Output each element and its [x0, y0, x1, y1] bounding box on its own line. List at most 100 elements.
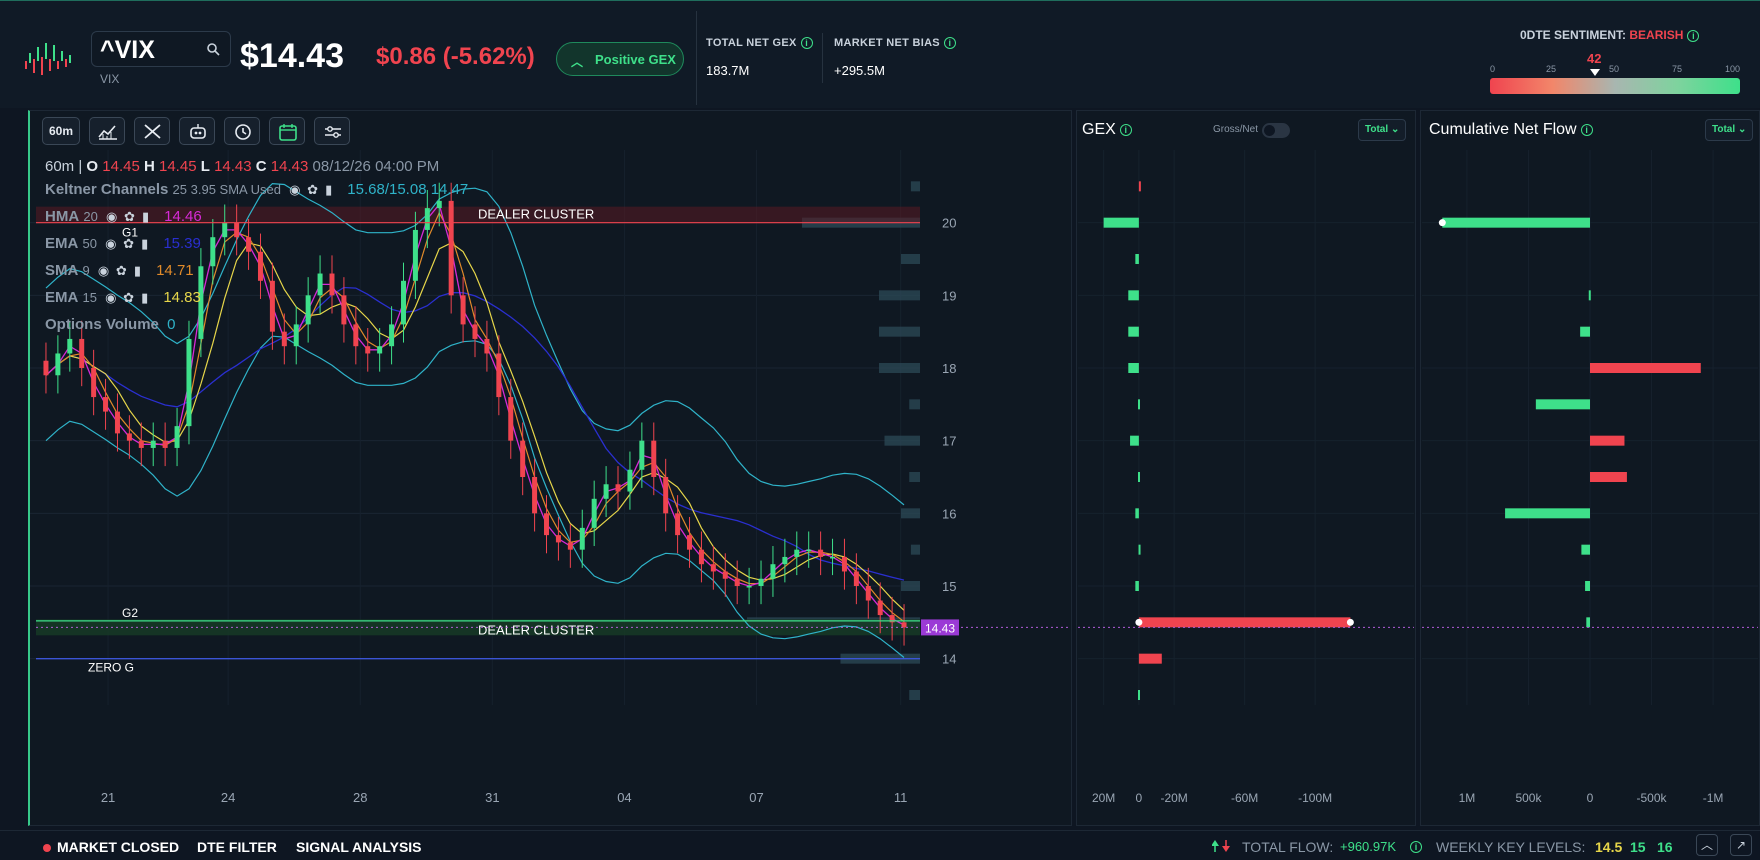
g2-label: G2 — [122, 606, 138, 620]
dealer-cluster-label: DEALER CLUSTER — [478, 207, 594, 222]
info-icon[interactable]: i — [1580, 123, 1593, 136]
flow-dropdown-value: Total — [1712, 124, 1736, 135]
eye-icon[interactable]: ◉ — [105, 236, 117, 251]
calendar-button[interactable] — [269, 117, 305, 145]
gross-net-toggle[interactable] — [1262, 123, 1290, 138]
candle-body — [746, 586, 752, 588]
info-icon[interactable]: i — [1687, 29, 1700, 42]
legend-close-label: C — [255, 158, 267, 175]
signal-analysis-button[interactable]: SIGNAL ANALYSIS — [296, 839, 422, 855]
drawing-tools-button[interactable] — [134, 117, 170, 145]
logo-icon — [25, 43, 71, 75]
replay-button[interactable] — [224, 117, 260, 145]
gex-bar — [1137, 472, 1140, 482]
hma-legend[interactable]: HMA 20 ◉ ✿ ▮ 14.46 — [45, 208, 202, 225]
gear-icon[interactable]: ✿ — [123, 290, 135, 305]
options-volume-legend[interactable]: Options Volume 0 — [45, 316, 175, 333]
info-icon[interactable]: i — [943, 37, 956, 50]
candle-body — [79, 338, 85, 368]
x-tick-label: 28 — [353, 790, 367, 805]
flow-bar — [1505, 508, 1590, 519]
eye-icon[interactable]: ◉ — [105, 209, 118, 224]
gex-total-dropdown[interactable]: Total ⌄ — [1358, 119, 1407, 141]
y-tick-label: 14 — [942, 652, 956, 667]
flow-total-dropdown[interactable]: Total ⌄ — [1705, 119, 1754, 141]
candle-body — [448, 200, 454, 296]
cumulative-net-flow-chart[interactable]: 1M 500k 0 -500k -1M — [1422, 150, 1758, 822]
x-tick-label: 21 — [101, 790, 115, 805]
gex-bar — [1128, 363, 1139, 373]
candle-body — [257, 251, 263, 281]
gex-bar — [1137, 690, 1140, 700]
x-tick-label: 1M — [1459, 791, 1476, 805]
candle-body — [794, 549, 800, 557]
trash-icon[interactable]: ▮ — [141, 236, 149, 251]
candle-body — [520, 440, 526, 477]
eye-icon[interactable]: ◉ — [105, 290, 117, 305]
eye-icon[interactable]: ◉ — [289, 182, 301, 197]
info-icon[interactable]: i — [800, 37, 813, 50]
gear-icon[interactable]: ✿ — [115, 263, 127, 278]
volume-profile-bar — [879, 290, 920, 301]
gex-bar — [1138, 181, 1141, 192]
gex-bar — [1130, 435, 1139, 446]
keltner-legend[interactable]: Keltner Channels 25 3.95 SMA Used ◉ ✿ ▮ 15… — [45, 181, 468, 198]
popout-button[interactable]: ↗ — [1730, 834, 1752, 856]
legend-datetime: 08/12/26 04:00 PM — [312, 158, 440, 175]
last-price-tag — [921, 619, 959, 636]
sma9-value: 14.71 — [156, 262, 194, 279]
sma9-label: SMA — [45, 262, 79, 279]
ticker-symbol[interactable]: ^VIX — [100, 36, 155, 64]
legend-high-value: 14.45 — [159, 158, 197, 175]
info-icon[interactable]: i — [1119, 123, 1132, 136]
ohlc-legend: 60m | O 14.45 H 14.45 L 14.43 C 14.43 08… — [45, 158, 439, 175]
market-status: MARKET CLOSED — [57, 839, 180, 855]
positive-gex-button[interactable]: ︿ Positive GEX — [556, 42, 684, 76]
volume-profile-bar — [901, 254, 920, 264]
candle-body — [55, 353, 61, 376]
chart-type-button[interactable] — [89, 117, 125, 145]
candle-body — [400, 280, 406, 325]
price-chart[interactable]: DEALER CLUSTER DEALER CLUSTER G2 G1 ZERO G 14… — [30, 150, 1070, 822]
dte-filter-button[interactable]: DTE FILTER — [197, 839, 277, 855]
candle-body — [865, 586, 871, 601]
gear-icon[interactable]: ✿ — [123, 209, 135, 224]
ema15-label: EMA — [45, 289, 79, 306]
interval-button[interactable]: 60m — [42, 117, 80, 145]
sma9-legend[interactable]: SMA 9 ◉ ✿ ▮ 14.71 — [45, 262, 194, 279]
ema15-legend[interactable]: EMA 15 ◉ ✿ ▮ 14.83 — [45, 289, 201, 306]
candle-body — [496, 353, 502, 398]
candle-body — [138, 440, 144, 448]
ema50-label: EMA — [45, 235, 79, 252]
eye-icon[interactable]: ◉ — [97, 263, 110, 278]
y-tick-label: 19 — [942, 288, 956, 303]
optvol-label: Options Volume — [45, 316, 159, 333]
settings-sliders-button[interactable] — [314, 117, 350, 145]
trash-icon[interactable]: ▮ — [141, 290, 149, 305]
candle-body — [770, 564, 776, 579]
trash-icon[interactable]: ▮ — [325, 182, 333, 197]
trash-icon[interactable]: ▮ — [141, 209, 150, 224]
gear-icon[interactable]: ✿ — [123, 236, 135, 251]
trash-icon[interactable]: ▮ — [133, 263, 142, 278]
ema50-legend[interactable]: EMA 50 ◉ ✿ ▮ 15.39 — [45, 235, 201, 252]
sentiment-marker — [1590, 69, 1600, 76]
last-price: $14.43 — [240, 37, 344, 75]
expand-button[interactable]: ︿ — [1696, 834, 1718, 856]
indicators-bot-button[interactable] — [179, 117, 215, 145]
x-tick-label: -1M — [1703, 791, 1724, 805]
divider — [822, 33, 823, 83]
candle-body — [675, 513, 681, 536]
gear-icon[interactable]: ✿ — [307, 182, 319, 197]
ticker-search-input[interactable]: ^VIX — [91, 31, 231, 67]
candle-body — [806, 549, 812, 552]
candle-body — [103, 397, 109, 412]
search-icon[interactable] — [206, 42, 220, 56]
flow-title: Cumulative Net Flow i — [1429, 121, 1593, 139]
x-tick-label: 24 — [221, 790, 235, 805]
candle-body — [818, 549, 824, 557]
legend-high-label: H — [143, 158, 155, 175]
info-icon[interactable]: i — [1410, 841, 1422, 853]
candle-body — [150, 440, 156, 448]
gex-chart[interactable]: 20M 0 -20M -60M -100M — [1078, 150, 1414, 822]
